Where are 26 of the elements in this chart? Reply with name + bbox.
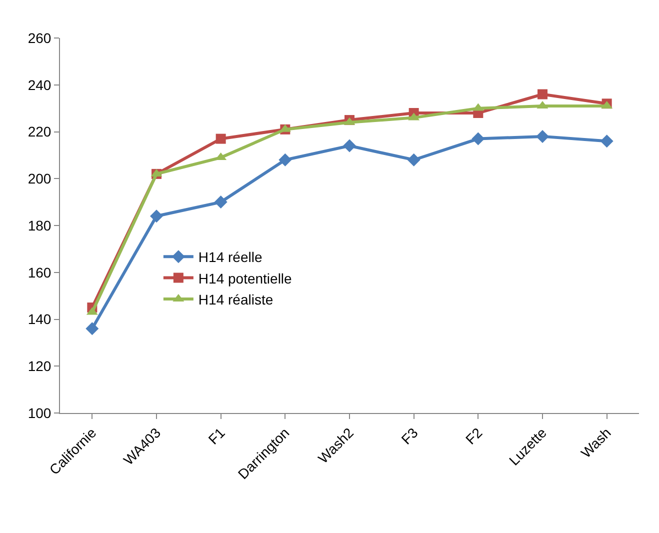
y-tick-label: 240 — [28, 76, 52, 93]
legend-label: H14 potentielle — [198, 270, 292, 286]
y-tick-label: 260 — [28, 30, 52, 46]
point — [600, 134, 614, 148]
x-tick-label: F1 — [205, 424, 228, 448]
point — [150, 210, 163, 223]
point — [214, 196, 228, 209]
y-tick-label: 200 — [28, 170, 52, 187]
point — [472, 132, 485, 146]
y-tick-label: 120 — [28, 358, 52, 374]
y-tick-label: 220 — [28, 124, 52, 140]
legend-label: H14 réelle — [198, 249, 262, 266]
y-tick-label: 180 — [28, 217, 52, 234]
x-tick-label: F2 — [462, 424, 486, 448]
point — [407, 153, 420, 166]
y-tick-label: 160 — [28, 264, 52, 280]
point — [86, 322, 99, 336]
point — [343, 139, 356, 152]
y-tick-label: 140 — [28, 311, 52, 328]
y-tick-label: 100 — [28, 404, 52, 421]
point — [536, 130, 549, 143]
point — [278, 153, 292, 166]
legend-label: H14 réaliste — [198, 291, 274, 308]
x-tick-label: F3 — [398, 424, 422, 448]
point — [216, 134, 226, 144]
point — [538, 89, 548, 100]
